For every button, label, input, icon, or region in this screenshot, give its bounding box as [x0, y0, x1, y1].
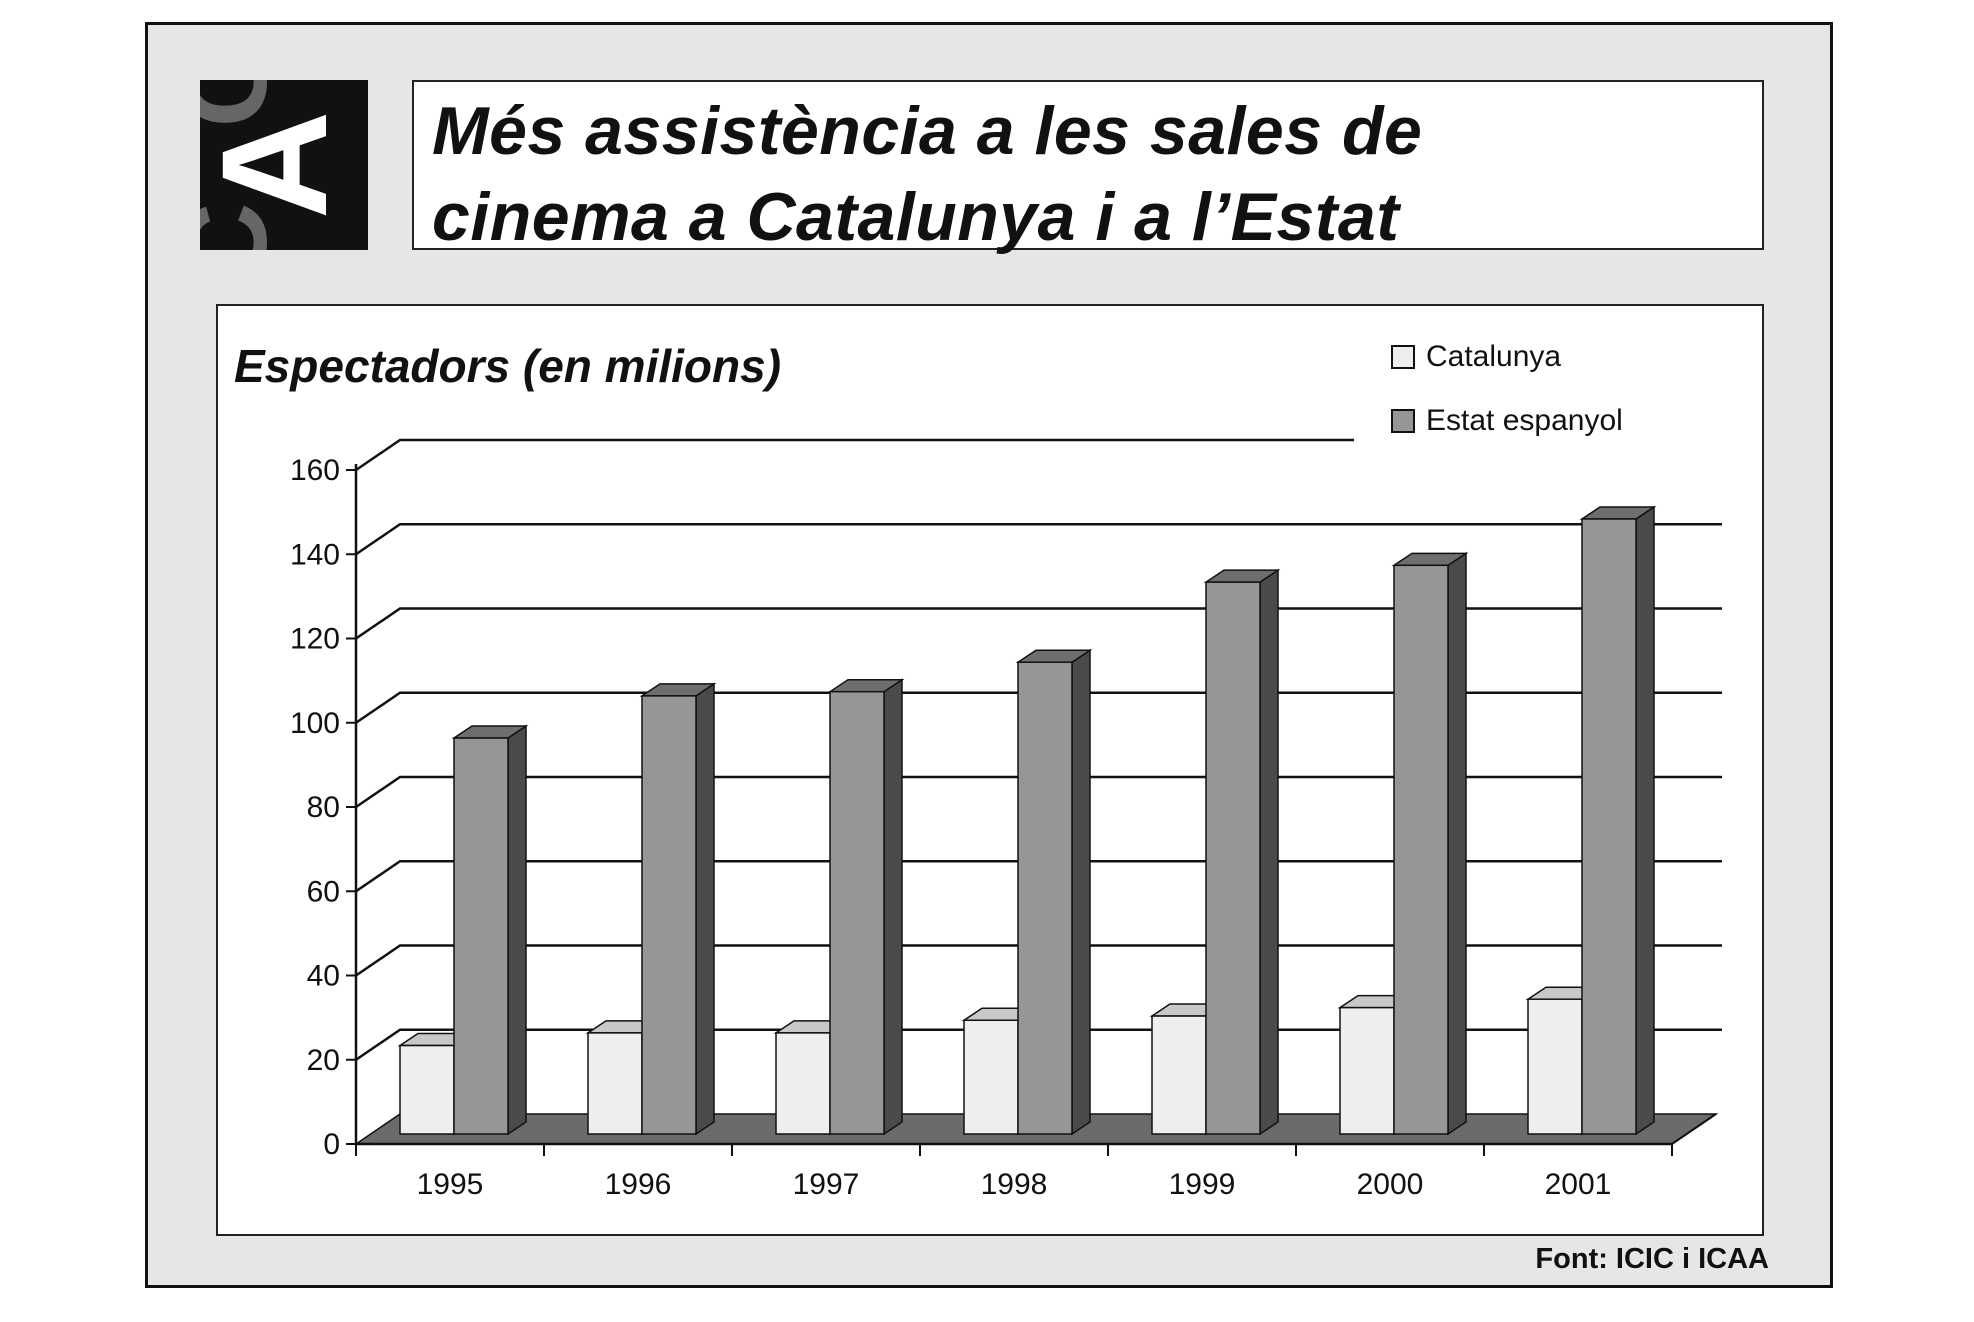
x-tick-label: 1996: [605, 1168, 672, 1201]
bar-estat-espanyol-side: [1635, 505, 1655, 1136]
gridline: [355, 438, 1354, 472]
bar-estat-espanyol-side: [1259, 568, 1279, 1136]
bar-catalunya: [1527, 998, 1583, 1135]
x-tick-label: 1995: [417, 1168, 484, 1201]
x-axis-end: [1671, 1113, 1717, 1145]
title-line-1: Més assistència a les sales de: [432, 93, 1423, 169]
logo-letter-c1: C: [200, 202, 292, 250]
chart-title: Espectadors (en milions): [234, 340, 781, 392]
bar-catalunya: [1339, 1006, 1395, 1135]
y-tick-label: 100: [290, 707, 340, 740]
y-tick-label: 140: [290, 538, 340, 571]
gridline: [355, 691, 1722, 724]
bar-estat-espanyol-side: [1447, 551, 1467, 1136]
bar-chart: Espectadors (en milions) 0 20 40 60 80 100 120 1…: [234, 340, 1722, 1201]
bar-estat-espanyol-side: [1071, 648, 1091, 1136]
bar-estat-espanyol: [829, 690, 885, 1135]
x-tick-label: 2001: [1545, 1168, 1612, 1201]
gridline: [355, 607, 1722, 640]
y-tick-label: 120: [290, 623, 340, 656]
cac-logo: C A C: [200, 80, 368, 250]
bar-estat-espanyol: [1017, 661, 1073, 1135]
logo-letter-c2: C: [200, 80, 292, 128]
y-tick-label: 60: [307, 875, 340, 908]
gridline: [355, 1028, 1722, 1061]
legend-swatch-catalunya: [1391, 345, 1415, 369]
gridline: [355, 944, 1722, 977]
bar-catalunya: [963, 1019, 1019, 1135]
title-box: Més assistència a les sales de cinema a …: [412, 80, 1764, 255]
x-tick-label: 1999: [1169, 1168, 1236, 1201]
y-tick-label: 80: [307, 791, 340, 824]
logo-letter-a: A: [200, 111, 358, 219]
legend-label-catalunya: Catalunya: [1426, 340, 1561, 373]
bar-estat-espanyol: [453, 737, 509, 1135]
gridline: [355, 775, 1722, 809]
bar-catalunya: [399, 1044, 455, 1135]
y-tick-label: 40: [307, 960, 340, 993]
bar-estat-espanyol: [641, 695, 697, 1135]
legend-label-estat-espanyol: Estat espanyol: [1426, 404, 1623, 437]
title-line-2: cinema a Catalunya i a l’Estat: [432, 179, 1400, 255]
y-tick-label: 160: [290, 454, 340, 487]
x-tick-label: 1997: [793, 1168, 860, 1201]
bar-catalunya: [775, 1032, 831, 1135]
chart-panel: Espectadors (en milions) 0 20 40 60 80 100 120 1…: [216, 304, 1764, 1236]
cac-logo-graphic: C A C: [200, 80, 358, 250]
y-tick-label: 20: [307, 1044, 340, 1077]
page-title: Més assistència a les sales de cinema a …: [432, 88, 1422, 260]
bar-estat-espanyol: [1393, 564, 1449, 1135]
source-note: Font: ICIC i ICAA: [1535, 1243, 1769, 1275]
y-tick-label: 0: [323, 1128, 340, 1161]
bar-catalunya: [1151, 1015, 1207, 1135]
bar-catalunya: [587, 1032, 643, 1135]
gridline: [355, 860, 1722, 893]
bar-estat-espanyol: [1581, 518, 1637, 1135]
bar-estat-espanyol-side: [883, 678, 903, 1136]
legend-swatch-estat-espanyol: [1391, 409, 1415, 433]
bar-estat-espanyol: [1205, 581, 1261, 1135]
bar-estat-espanyol-side: [695, 682, 715, 1136]
bar-estat-espanyol-side: [507, 724, 527, 1136]
x-tick-label: 2000: [1357, 1168, 1424, 1201]
gridline: [355, 523, 1722, 556]
x-tick-label: 1998: [981, 1168, 1048, 1201]
